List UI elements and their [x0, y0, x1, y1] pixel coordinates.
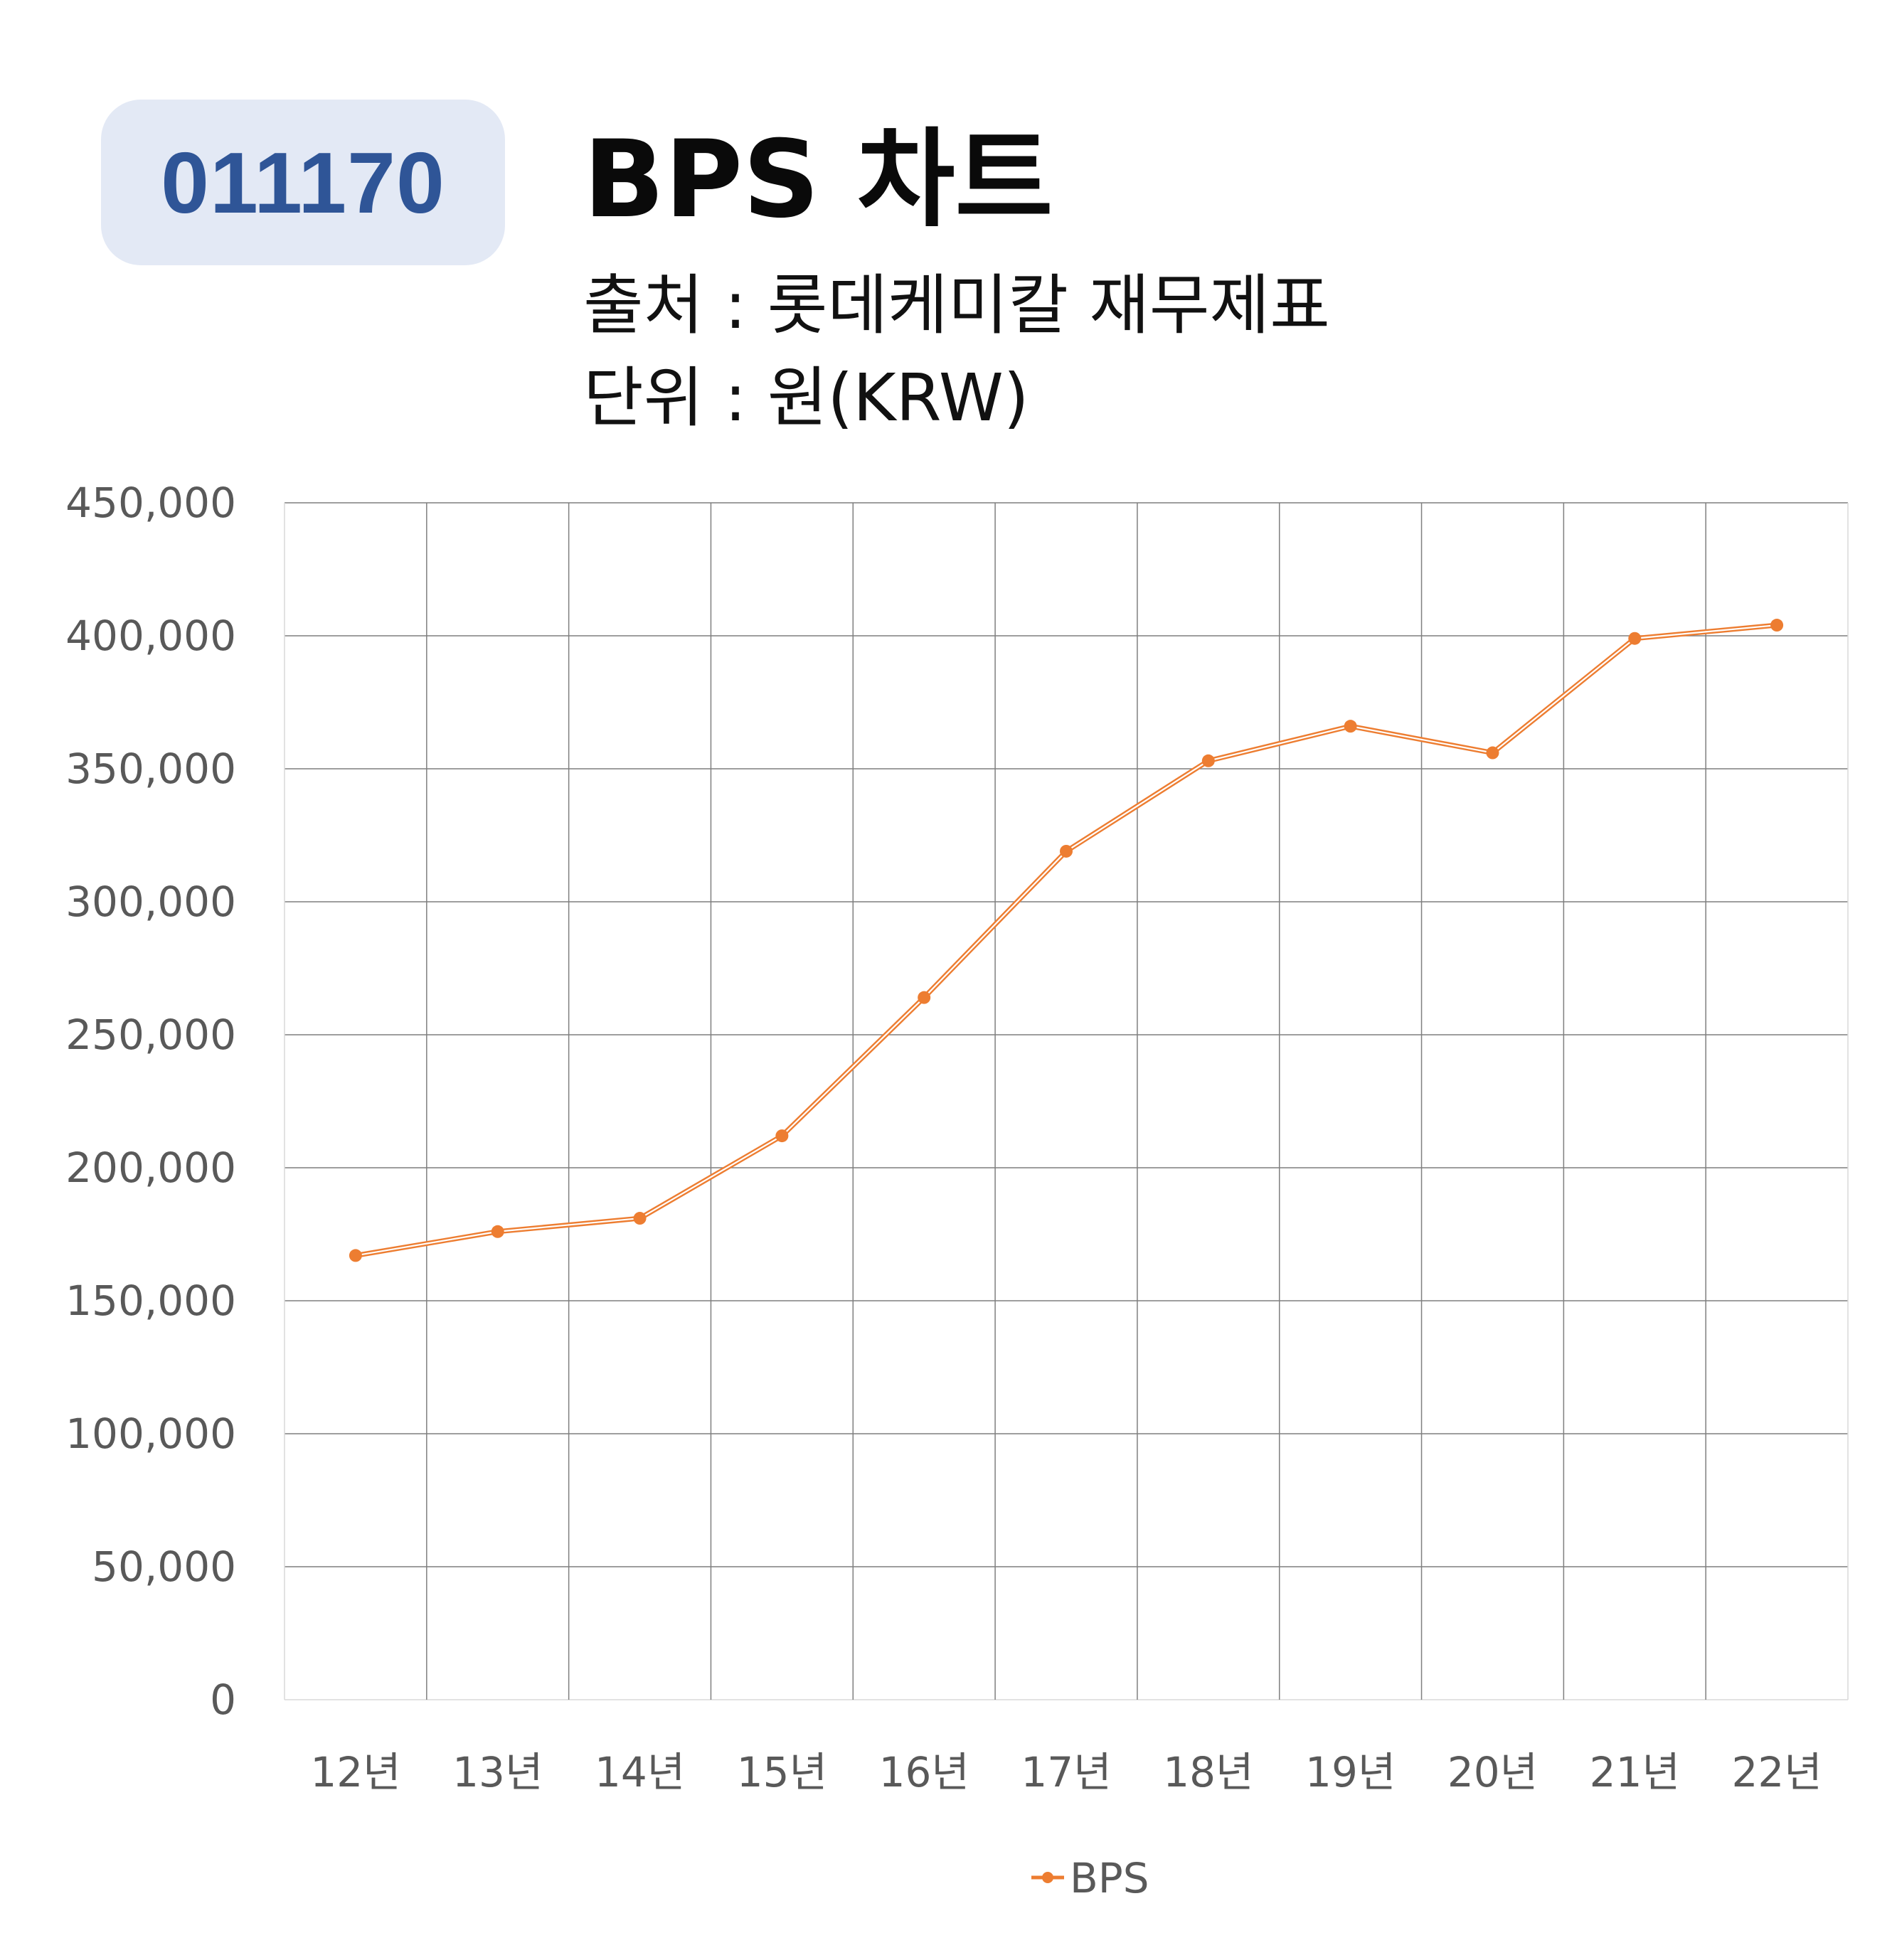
data-point — [349, 1249, 362, 1262]
x-tick-label: 22년 — [1732, 1748, 1822, 1796]
x-tick-label: 19년 — [1305, 1748, 1396, 1796]
data-point — [1628, 632, 1642, 645]
chart-title: BPS 차트 — [583, 118, 1053, 242]
x-tick-label: 12년 — [310, 1748, 400, 1796]
x-tick-label: 13년 — [452, 1748, 543, 1796]
data-point — [1201, 754, 1215, 767]
data-point — [1060, 844, 1073, 858]
x-tick-label: 17년 — [1021, 1748, 1111, 1796]
y-tick-label: 450,000 — [65, 479, 236, 527]
data-point — [1486, 746, 1499, 760]
unit-line: 단위 : 원(KRW) — [583, 360, 1029, 436]
legend-label-bps: BPS — [1070, 1854, 1149, 1902]
x-tick-label: 21년 — [1590, 1748, 1680, 1796]
data-point — [1770, 619, 1784, 632]
y-tick-label: 250,000 — [65, 1011, 236, 1059]
data-point — [491, 1225, 504, 1238]
y-tick-label: 300,000 — [65, 878, 236, 926]
data-point — [1344, 720, 1357, 733]
stock-code-badge: 011170 — [101, 100, 505, 265]
x-tick-label: 20년 — [1447, 1748, 1538, 1796]
x-tick-label: 14년 — [595, 1748, 685, 1796]
y-tick-label: 100,000 — [65, 1410, 236, 1458]
source-line: 출처 : 롯데케미칼 재무제표 — [583, 267, 1330, 343]
y-tick-label: 200,000 — [65, 1144, 236, 1192]
x-tick-label: 16년 — [879, 1748, 969, 1796]
y-tick-label: 400,000 — [65, 612, 236, 660]
y-tick-label: 350,000 — [65, 745, 236, 793]
legend-marker-bps — [1042, 1872, 1053, 1883]
y-tick-label: 150,000 — [65, 1277, 236, 1325]
stock-code: 011170 — [161, 134, 445, 231]
y-tick-label: 50,000 — [92, 1543, 236, 1591]
y-tick-label: 0 — [210, 1676, 236, 1724]
x-tick-label: 18년 — [1163, 1748, 1253, 1796]
data-point — [918, 991, 931, 1004]
data-point — [633, 1212, 647, 1225]
x-tick-label: 15년 — [737, 1748, 827, 1796]
data-point — [775, 1129, 789, 1143]
